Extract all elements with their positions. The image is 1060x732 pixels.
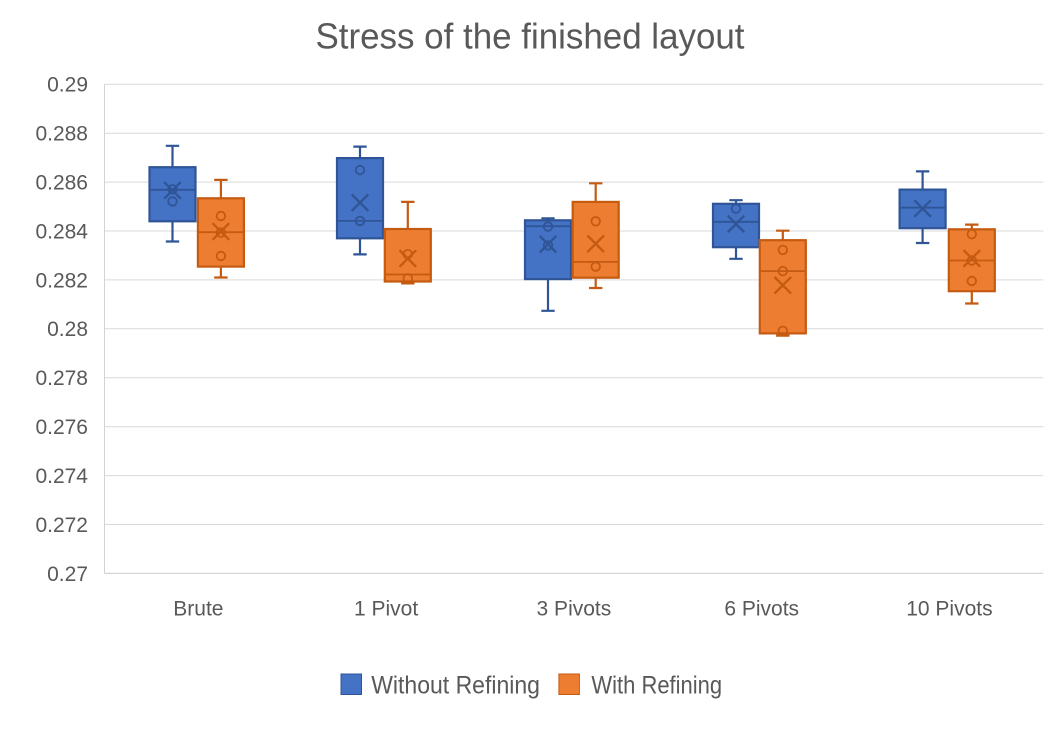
svg-text:0.288: 0.288	[35, 123, 88, 146]
svg-text:Brute: Brute	[173, 598, 223, 621]
svg-text:1 Pivot: 1 Pivot	[354, 598, 418, 621]
svg-text:0.278: 0.278	[35, 367, 88, 390]
svg-text:6 Pivots: 6 Pivots	[724, 598, 799, 621]
svg-text:Stress of the finished layout: Stress of the finished layout	[316, 16, 745, 57]
svg-text:3 Pivots: 3 Pivots	[537, 598, 612, 621]
svg-text:10 Pivots: 10 Pivots	[906, 598, 992, 621]
svg-text:0.282: 0.282	[35, 269, 88, 292]
svg-text:0.29: 0.29	[47, 74, 88, 97]
svg-text:0.272: 0.272	[35, 514, 88, 537]
svg-text:Without Refining: Without Refining	[371, 671, 540, 699]
svg-text:0.276: 0.276	[35, 416, 88, 439]
svg-text:0.274: 0.274	[35, 465, 88, 488]
svg-text:0.28: 0.28	[47, 318, 88, 341]
svg-text:0.27: 0.27	[47, 563, 88, 586]
svg-text:With Refining: With Refining	[591, 671, 722, 699]
svg-text:0.286: 0.286	[35, 172, 88, 195]
svg-text:0.284: 0.284	[35, 220, 88, 243]
